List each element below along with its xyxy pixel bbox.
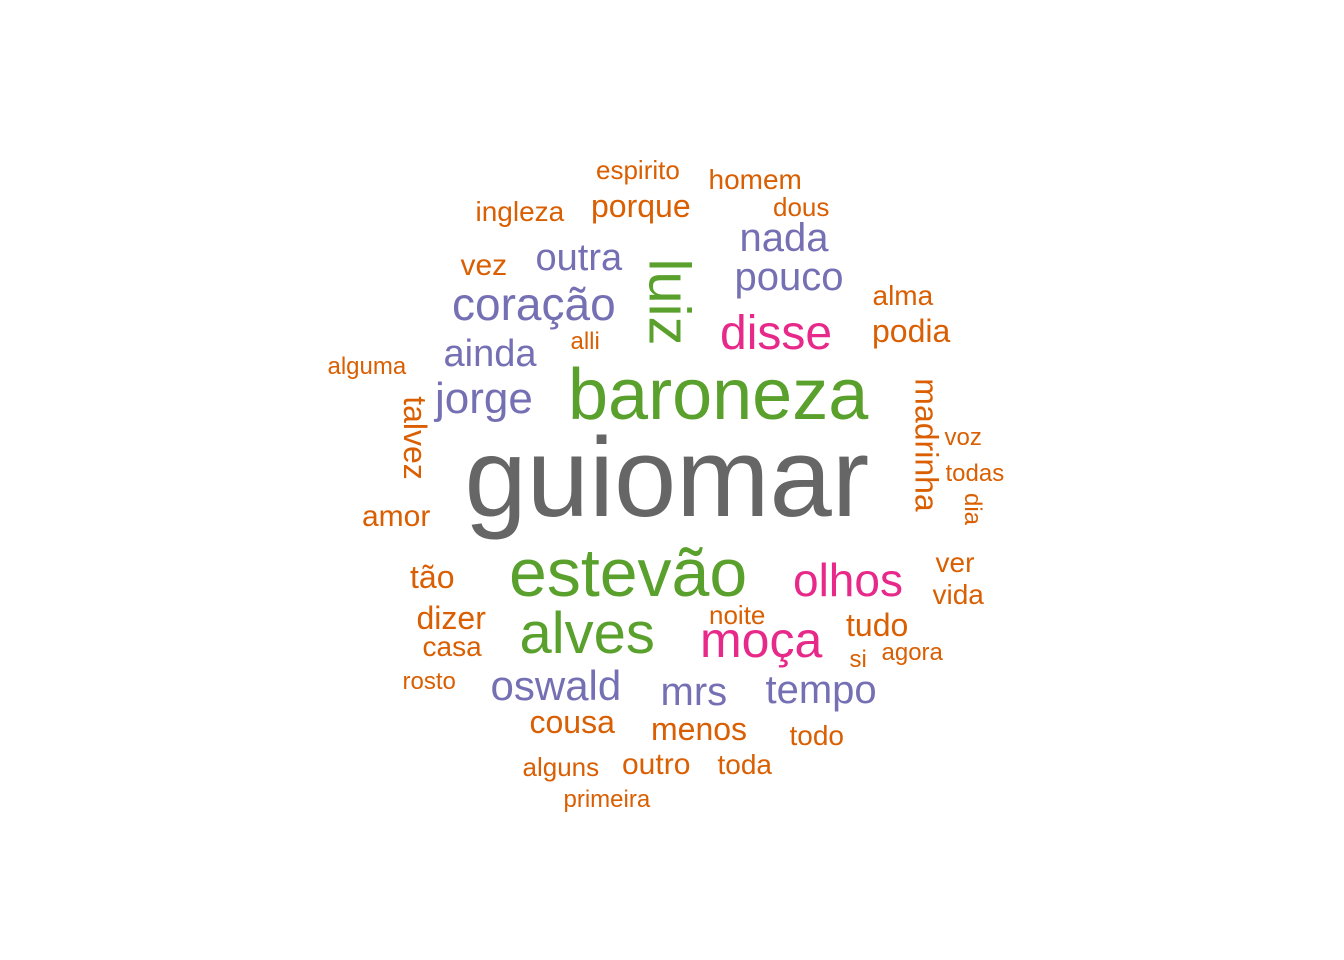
word-dia: dia [959,492,987,526]
word-moça: moça [700,612,823,668]
word-ver: ver [935,547,975,578]
word-alves: alves [519,601,655,666]
word-baroneza: baroneza [568,355,869,435]
word-dizer: dizer [416,600,486,636]
word-pouco: pouco [734,255,844,299]
word-dous: dous [773,192,830,222]
word-casa: casa [422,631,482,662]
word-noite: noite [709,600,766,630]
word-guiomar: guiomar [464,415,870,540]
word-estevão: estevão [509,535,748,611]
word-porque: porque [591,188,691,224]
word-todas: todas [945,460,1005,487]
word-outra: outra [535,237,623,279]
word-tão: tão [410,559,455,595]
word-nada: nada [739,216,829,260]
word-ingleza: ingleza [475,196,565,227]
word-alguns: alguns [522,752,600,782]
word-alguma: alguma [327,353,407,380]
word-mrs: mrs [660,670,728,714]
word-voz: voz [944,424,982,451]
word-outro: outro [622,748,691,781]
word-tudo: tudo [846,607,909,643]
word-jorge: jorge [435,374,533,423]
word-toda: toda [717,749,773,780]
word-disse: disse [720,307,833,360]
word-rosto: rosto [402,668,456,695]
word-talvez: talvez [396,396,433,480]
word-si: si [849,646,867,673]
word-luiz: luiz [636,258,702,346]
word-tempo: tempo [765,668,877,712]
word-primeira: primeira [563,786,651,813]
word-menos: menos [651,711,748,747]
word-madrinha: madrinha [908,378,945,512]
word-podia: podia [872,313,951,349]
word-coração: coração [452,278,616,330]
word-homem: homem [708,164,802,195]
word-todo: todo [789,720,845,751]
word-agora: agora [881,639,943,666]
word-oswald: oswald [490,662,622,709]
word-alma: alma [872,280,934,311]
word-cousa: cousa [529,704,615,740]
word-olhos: olhos [793,554,903,606]
word-amor: amor [362,500,431,533]
word-espirito: espirito [596,155,680,185]
word-vida: vida [932,579,984,610]
word-ainda: ainda [443,333,537,375]
word-alli: alli [570,328,600,355]
word-vez: vez [460,249,508,282]
